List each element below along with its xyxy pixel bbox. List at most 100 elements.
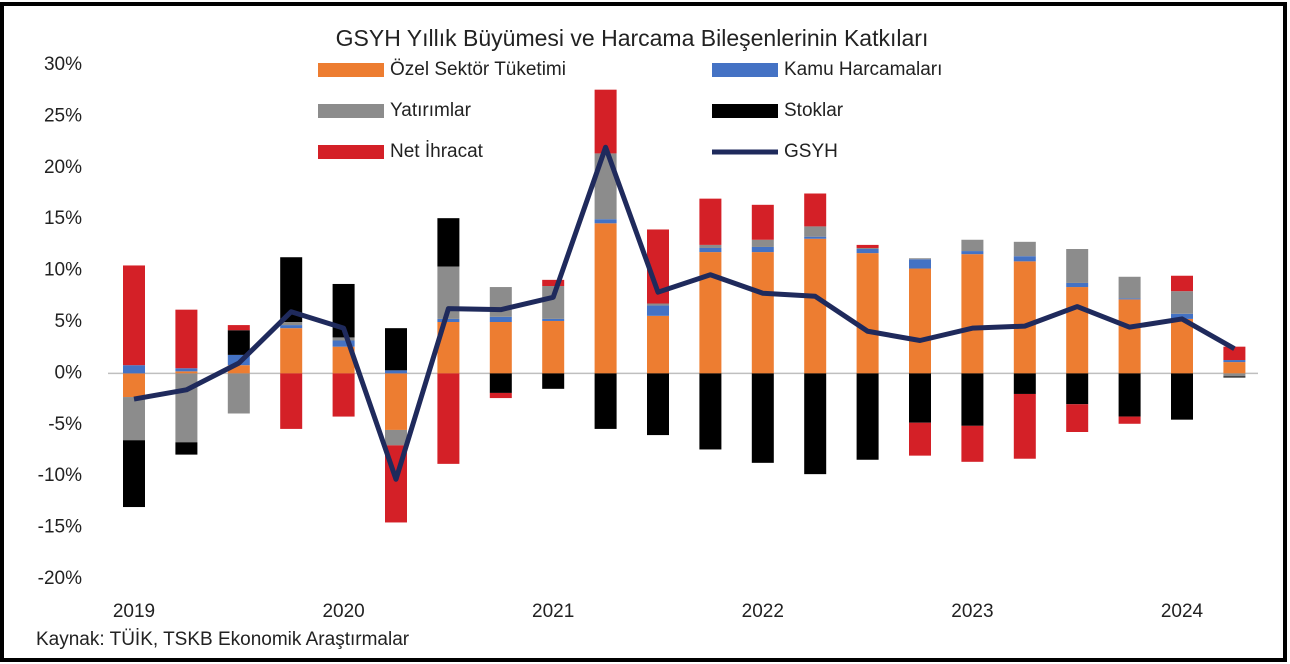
legend-label: Kamu Harcamaları — [784, 59, 942, 80]
x-tick-label: 2019 — [113, 601, 155, 622]
bar-segment — [385, 429, 407, 446]
bar-segment — [961, 251, 984, 255]
y-tick-label: -5% — [48, 414, 82, 435]
bar-segment — [332, 373, 355, 417]
bar-segment — [1223, 362, 1246, 374]
bar-segment — [1013, 373, 1036, 394]
bar-segment — [594, 89, 617, 154]
bar-segment — [961, 254, 984, 374]
bar-segment — [227, 365, 250, 374]
bar-segment — [594, 219, 617, 224]
y-tick-label: 20% — [44, 157, 82, 178]
bar-segment — [385, 373, 407, 430]
bar-segment — [1171, 318, 1193, 374]
bar-segment — [437, 373, 460, 464]
bar-segment — [1066, 282, 1089, 288]
y-tick-label: 5% — [55, 311, 83, 332]
bar-segment — [1066, 249, 1089, 283]
bar-segment — [961, 239, 984, 252]
bar-segment — [542, 286, 565, 319]
bar-segment — [123, 265, 145, 366]
legend-swatch — [318, 104, 384, 118]
bar-segment — [1171, 275, 1193, 292]
bar-segment — [804, 193, 827, 227]
bar-segment — [594, 373, 617, 429]
bar-segment — [751, 204, 774, 240]
bar-segment — [699, 198, 722, 245]
legend-swatch — [712, 63, 778, 77]
bar-segment — [1171, 313, 1193, 319]
legend-label: Özel Sektör Tüketimi — [390, 59, 566, 80]
legend-label: Net İhracat — [390, 141, 484, 162]
bar-segment — [489, 373, 512, 393]
bar-segment — [1223, 373, 1246, 377]
bar-segment — [175, 442, 198, 455]
bar-segment — [856, 244, 879, 248]
bar-segment — [489, 322, 512, 374]
bar-segment — [280, 328, 303, 374]
bar-segment — [856, 373, 879, 460]
bar-segment — [280, 373, 303, 429]
source: Kaynak: TÜİK, TSKB Ekonomik Araştırmalar — [36, 629, 410, 650]
bar-segment — [804, 373, 827, 475]
bar-segment — [751, 246, 774, 253]
y-tick-label: 15% — [44, 208, 82, 229]
bar-segment — [594, 223, 617, 374]
bar-segment — [1223, 360, 1246, 363]
y-tick-label: 25% — [44, 105, 82, 126]
bar-segment — [175, 309, 198, 369]
x-tick-label: 2022 — [742, 601, 784, 622]
legend-label: Yatırımlar — [390, 100, 472, 121]
bar-segment — [332, 340, 355, 347]
bar-segment — [1013, 261, 1036, 374]
bar-segment — [699, 373, 722, 450]
bar-segment — [699, 247, 722, 253]
bar-segment — [1118, 276, 1141, 299]
bar-segment — [437, 318, 460, 322]
bar-segment — [1013, 256, 1036, 262]
bar-segment — [542, 279, 565, 287]
bar-segment — [751, 239, 774, 247]
bar-segment — [909, 258, 931, 260]
bar-segment — [909, 259, 931, 269]
bar-segment — [1066, 373, 1089, 405]
x-tick-label: 2020 — [322, 601, 364, 622]
y-tick-label: -15% — [38, 517, 82, 538]
bar-segment — [227, 325, 250, 331]
bar-segment — [647, 373, 669, 436]
legend-swatch — [318, 63, 384, 77]
y-tick-label: -20% — [38, 568, 82, 589]
bar-segment — [123, 365, 145, 374]
bar-segment — [804, 226, 827, 237]
bar-segment — [227, 373, 250, 414]
legend-label: GSYH — [784, 141, 838, 162]
bar-segment — [385, 370, 407, 374]
bar-segment — [542, 318, 565, 321]
bar-segment — [647, 229, 669, 304]
bar-segment — [699, 244, 722, 248]
bar-segment — [332, 346, 355, 374]
bar-segment — [1118, 373, 1141, 417]
bar-segment — [856, 247, 879, 250]
legend-label: Stoklar — [784, 100, 844, 121]
bar-segment — [437, 266, 460, 319]
bar-segment — [647, 303, 669, 306]
bar-segment — [280, 257, 303, 322]
y-tick-label: 30% — [44, 54, 82, 75]
bar-segment — [489, 287, 512, 317]
bar-segment — [542, 373, 565, 389]
bar-segment — [909, 373, 931, 423]
y-tick-label: 0% — [55, 362, 83, 383]
bar-segment — [961, 373, 984, 426]
y-tick-label: -10% — [38, 465, 82, 486]
y-tick-label: 10% — [44, 260, 82, 281]
chart-title: GSYH Yıllık Büyümesi ve Harcama Bileşenl… — [336, 25, 929, 51]
bar-segment — [123, 440, 145, 508]
bar-segment — [1118, 416, 1141, 424]
bar-segment — [1118, 298, 1141, 300]
bar-segment — [751, 252, 774, 374]
bar-segment — [647, 315, 669, 374]
bar-segment — [280, 325, 303, 329]
